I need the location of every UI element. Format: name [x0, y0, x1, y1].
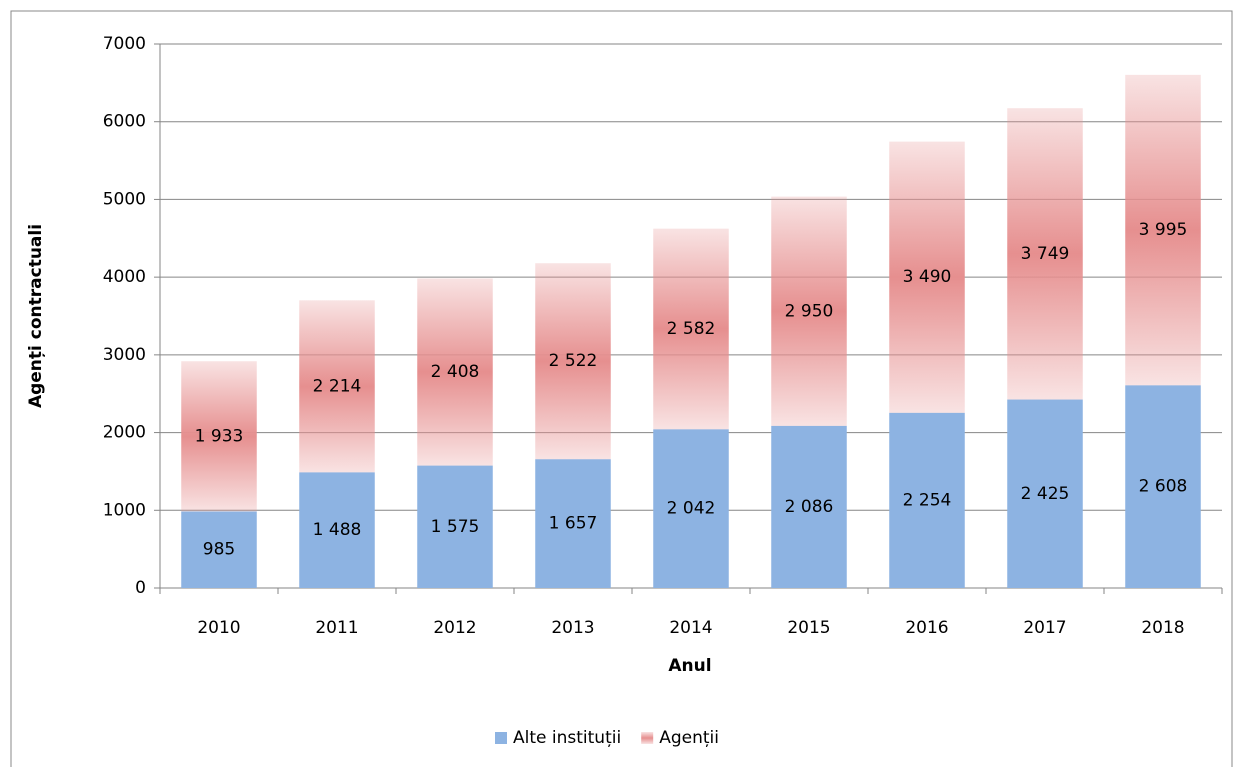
y-axis-title: Agenți contractuali	[26, 224, 46, 408]
y-tick-label: 5000	[103, 189, 146, 209]
x-tick-label: 2015	[787, 618, 830, 638]
legend-label: Alte instituții	[513, 728, 621, 748]
data-label: 2 214	[313, 376, 362, 396]
bar-segment	[1125, 385, 1201, 588]
bar-segment	[535, 459, 611, 588]
bar-segment	[181, 511, 257, 588]
bar-segment	[653, 228, 729, 430]
legend-swatch	[641, 732, 654, 744]
data-label: 2 522	[549, 351, 598, 371]
bar-segment	[181, 361, 257, 512]
y-tick-label: 4000	[103, 267, 146, 287]
y-tick-label: 0	[135, 578, 146, 598]
bar-segment	[1007, 399, 1083, 588]
x-tick-label: 2014	[669, 618, 712, 638]
data-label: 1 657	[549, 514, 598, 534]
y-tick-label: 3000	[103, 345, 146, 365]
bar-segment	[417, 278, 493, 466]
data-label: 3 995	[1139, 220, 1188, 240]
data-label: 2 408	[431, 362, 480, 382]
legend-swatch	[495, 732, 507, 744]
data-label: 2 582	[667, 319, 716, 339]
x-tick-label: 2011	[315, 618, 358, 638]
legend-label: Agenții	[659, 728, 719, 748]
x-axis-title: Anul	[668, 656, 711, 676]
data-label: 2 608	[1139, 477, 1188, 497]
bar-segment	[889, 412, 965, 588]
bar-segment	[653, 429, 729, 588]
data-label: 985	[203, 540, 235, 560]
x-tick-label: 2013	[551, 618, 594, 638]
data-label: 2 254	[903, 490, 952, 510]
chart-border	[10, 10, 1233, 767]
x-tick-label: 2010	[197, 618, 240, 638]
data-label: 2 086	[785, 497, 834, 517]
bar-segment	[1007, 108, 1083, 400]
data-label: 2 425	[1021, 484, 1070, 504]
data-label: 2 950	[785, 301, 834, 321]
x-tick-label: 2017	[1023, 618, 1066, 638]
data-label: 2 042	[667, 499, 716, 519]
y-tick-label: 7000	[103, 34, 146, 54]
bar-segment	[299, 300, 375, 473]
data-label: 3 490	[903, 267, 952, 287]
y-tick-label: 6000	[103, 112, 146, 132]
x-tick-label: 2012	[433, 618, 476, 638]
x-tick-label: 2016	[905, 618, 948, 638]
data-label: 1 933	[195, 426, 244, 446]
bar-segment	[299, 472, 375, 588]
data-label: 1 575	[431, 517, 480, 537]
data-label: 1 488	[313, 520, 362, 540]
bar-segment	[535, 263, 611, 460]
bar-segment	[417, 465, 493, 588]
y-tick-label: 1000	[103, 500, 146, 520]
data-label: 3 749	[1021, 244, 1070, 264]
bar-segment	[1125, 74, 1201, 386]
bar-segment	[771, 196, 847, 426]
x-tick-label: 2018	[1141, 618, 1184, 638]
y-tick-label: 2000	[103, 423, 146, 443]
bar-segment	[771, 425, 847, 588]
bar-segment	[889, 141, 965, 413]
